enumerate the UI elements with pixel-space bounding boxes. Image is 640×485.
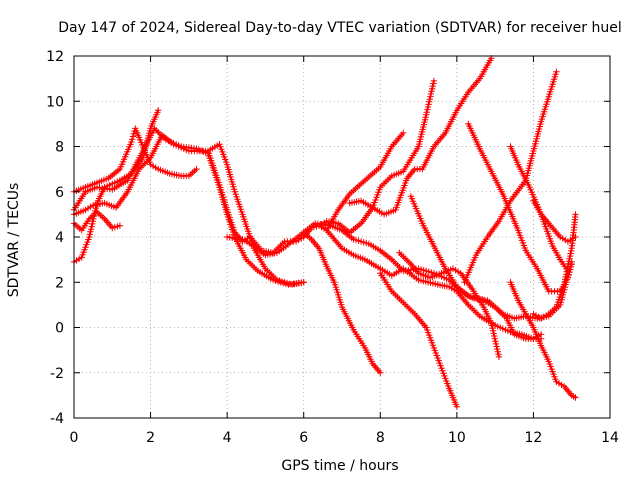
series-arc-14	[407, 193, 545, 342]
series-markers	[323, 129, 407, 234]
grid-layer	[74, 56, 610, 418]
x-tick-label: 6	[299, 430, 308, 446]
series-markers	[396, 249, 503, 361]
series-line	[467, 122, 573, 293]
chart-title: Day 147 of 2024, Sidereal Day-to-day VTE…	[58, 20, 621, 36]
x-tick-label: 12	[525, 430, 543, 446]
x-tick-label: 2	[146, 430, 155, 446]
y-tick-label: 4	[55, 230, 64, 246]
x-tick-label: 14	[601, 430, 619, 446]
series-arc-10	[346, 55, 495, 218]
series-markers	[407, 193, 545, 342]
y-tick-label: -2	[50, 366, 64, 382]
x-tick-label: 4	[223, 430, 232, 446]
series-arc-13	[377, 270, 461, 410]
series-arc-15	[461, 68, 560, 286]
y-tick-label: 8	[55, 140, 64, 156]
series-markers	[70, 132, 307, 288]
series-markers	[507, 279, 579, 401]
y-tick-label: 6	[55, 185, 64, 201]
y-tick-label: 0	[55, 321, 64, 337]
series-layer	[70, 55, 579, 410]
x-axis-title: GPS time / hours	[281, 458, 398, 474]
series-markers	[377, 270, 461, 410]
series-markers	[346, 55, 495, 218]
y-tick-label: 10	[46, 94, 64, 110]
y-tick-label: -4	[50, 411, 64, 427]
series-arc-17	[507, 143, 572, 275]
series-markers	[300, 229, 384, 376]
x-tick-label: 10	[448, 430, 466, 446]
series-arc-18	[507, 279, 579, 401]
series-arc-11	[323, 129, 407, 234]
series-markers	[461, 68, 560, 286]
series-markers	[507, 143, 572, 275]
series-arc-8	[300, 229, 384, 376]
axes-layer: 0 2 4 6 8 10 12 14 -4 -2 0 2 4 6 8 10 12	[46, 49, 619, 446]
series-line	[73, 134, 305, 286]
series-arc-2	[70, 107, 162, 266]
y-axis-title: SDTVAR / TECUs	[6, 183, 22, 298]
series-line	[509, 281, 577, 399]
series-markers	[530, 211, 579, 322]
x-tick-label: 0	[70, 430, 79, 446]
y-tick-label: 2	[55, 275, 64, 291]
series-arc-3	[70, 132, 307, 288]
series-arc-20	[530, 211, 579, 322]
x-tick-label: 8	[376, 430, 385, 446]
y-tick-label: 12	[46, 49, 64, 65]
series-arc-12	[396, 249, 503, 361]
